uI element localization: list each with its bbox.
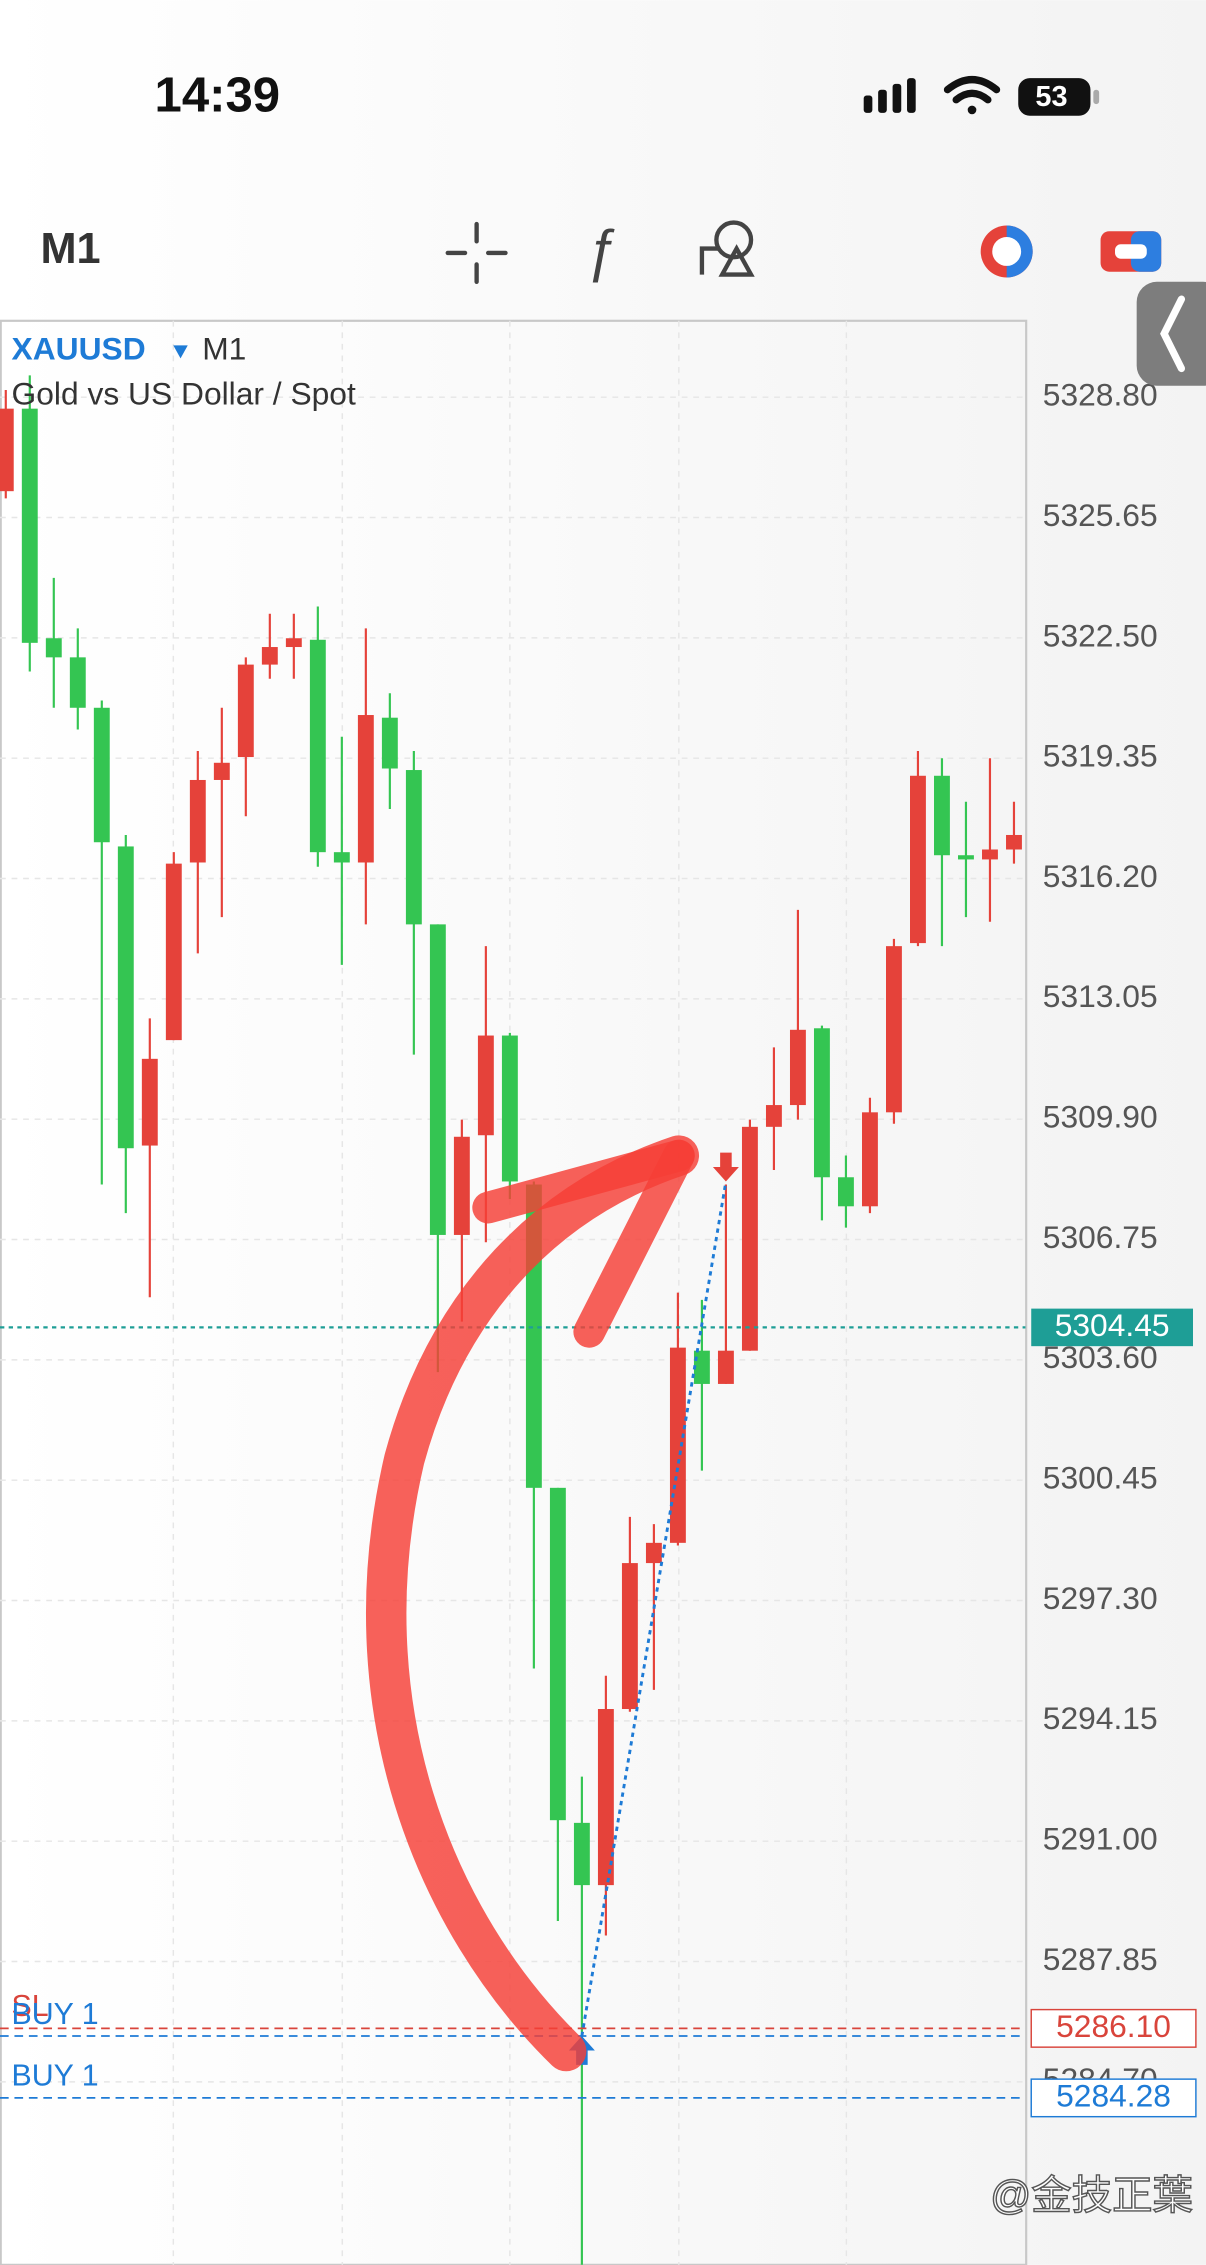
candle-body: [333, 852, 350, 863]
annotation-arrow: [366, 1135, 700, 2072]
symbol-description: Gold vs US Dollar / Spot: [12, 375, 356, 411]
order-level-name: BUY 1: [12, 2060, 99, 2093]
order-level-tag: [1030, 2078, 1197, 2118]
trade-button[interactable]: [1100, 231, 1162, 272]
y-tick-label: 5306.75: [1043, 1219, 1158, 1255]
candle-body: [429, 924, 446, 1235]
y-tick-label: 5319.35: [1043, 738, 1158, 774]
candle-body: [285, 638, 302, 648]
y-tick-label: 5287.85: [1043, 1941, 1158, 1977]
candle-body: [237, 664, 254, 758]
trade-history-button[interactable]: [980, 225, 1033, 278]
candle-body: [813, 1028, 830, 1178]
y-tick-label: 5309.90: [1043, 1099, 1158, 1135]
candle-body: [573, 1822, 590, 1886]
y-tick-label: 5328.80: [1043, 377, 1158, 413]
candle-body: [117, 846, 134, 1149]
status-time: 14:39: [155, 68, 281, 122]
candle-body: [549, 1487, 566, 1821]
order-level-name: SL: [12, 1990, 49, 2023]
candle-body: [1006, 834, 1022, 850]
signal-icon: [863, 78, 916, 113]
timeframe-button[interactable]: M1: [40, 225, 100, 273]
candle-body: [0, 408, 14, 492]
candle-body: [69, 657, 86, 708]
y-tick-label: 5316.20: [1043, 858, 1158, 894]
symbol-button[interactable]: XAUUSD: [12, 331, 146, 367]
candle-body: [405, 770, 422, 925]
y-tick-label: 5322.50: [1043, 617, 1158, 653]
candle-body: [453, 1136, 470, 1235]
y-tick-label: 5300.45: [1043, 1460, 1158, 1496]
candle-body: [717, 1350, 734, 1384]
order-level-label: 5286.10: [1056, 2008, 1171, 2044]
chevron-icon: [1160, 295, 1186, 373]
candle-body: [837, 1177, 854, 1207]
candle-body: [741, 1126, 758, 1351]
candle-body: [21, 408, 38, 643]
candle-body: [789, 1029, 806, 1106]
candle-body: [934, 775, 950, 856]
candle-body: [357, 715, 374, 863]
candle-body: [93, 707, 110, 843]
battery-level: 53: [1035, 81, 1067, 113]
candle-body: [982, 849, 998, 860]
current-price-tag: [1031, 1308, 1194, 1347]
wifi-icon: [943, 76, 1001, 115]
candle-body: [597, 1709, 614, 1886]
candle-body: [213, 762, 230, 780]
objects-button[interactable]: [699, 220, 755, 277]
y-tick-label: 5294.15: [1043, 1700, 1158, 1736]
candle-body: [621, 1563, 638, 1710]
order-level-label: 5284.28: [1056, 2077, 1171, 2113]
side-panel-tab[interactable]: [1136, 281, 1206, 386]
y-tick-label: 5297.30: [1043, 1580, 1158, 1616]
candle-body: [693, 1350, 710, 1384]
candle-body: [45, 638, 62, 658]
watermark: @金技正葉: [990, 2172, 1193, 2218]
candle-body: [165, 863, 182, 1041]
order-level-name: BUY 1: [12, 1998, 99, 2031]
candle-body: [958, 855, 974, 860]
chart-timeframe: M1: [202, 331, 246, 367]
candle-body: [381, 717, 398, 769]
candle-body: [501, 1035, 518, 1182]
candle-body: [261, 647, 278, 665]
crosshair-button[interactable]: [445, 221, 508, 284]
battery-icon: [1018, 78, 1100, 116]
candle-body: [910, 775, 926, 944]
indicators-button[interactable]: ƒ: [585, 219, 617, 283]
candle-body: [861, 1112, 878, 1207]
candle-body: [141, 1058, 158, 1146]
candle-body: [885, 946, 902, 1113]
y-tick-label: 5313.05: [1043, 978, 1158, 1014]
y-tick-label: 5325.65: [1043, 497, 1158, 533]
candle-body: [765, 1105, 782, 1127]
symbol-dropdown-icon[interactable]: [173, 345, 188, 359]
candle-body: [477, 1035, 494, 1136]
y-tick-label: 5291.00: [1043, 1821, 1158, 1857]
candle-body: [645, 1542, 662, 1564]
order-level-tag: [1030, 2008, 1197, 2048]
candle-body: [189, 779, 206, 863]
candle-body: [669, 1347, 686, 1543]
current-price-label: 5304.45: [1055, 1307, 1170, 1343]
trade-line: [580, 1181, 728, 2037]
candle-body: [309, 639, 326, 853]
